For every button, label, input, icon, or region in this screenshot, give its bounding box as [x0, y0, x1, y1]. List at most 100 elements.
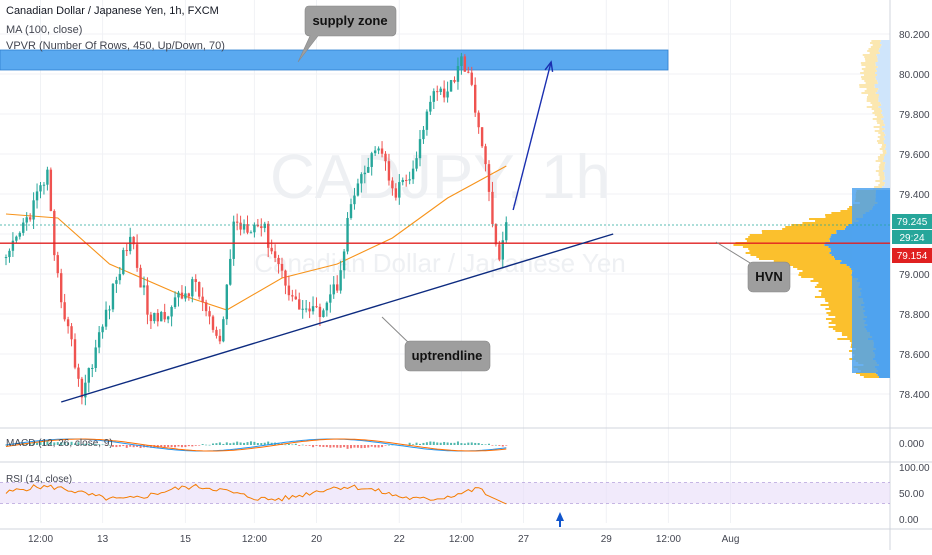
vp-row-down: [879, 164, 885, 166]
vp-row-down: [782, 228, 845, 230]
vp-row-down: [878, 174, 885, 176]
vp-row-down: [860, 72, 876, 74]
macd-bar: [84, 443, 87, 445]
vp-row-up: [877, 60, 890, 62]
candle-body: [494, 224, 498, 245]
vp-row-up: [882, 110, 890, 112]
macd-bar: [467, 442, 470, 445]
rsi-tick-label: 50.00: [899, 489, 924, 500]
candle-body: [501, 240, 504, 260]
time-axis[interactable]: 12:00 13 15 12:00 20 22 12:00 27 29 12:00 Aug: [28, 534, 739, 545]
vp-row-down: [867, 96, 879, 98]
vp-row-up: [884, 176, 890, 178]
vp-row-down: [860, 76, 876, 78]
candle-body: [398, 182, 401, 198]
vp-row-up: [884, 124, 890, 126]
vp-row-down: [814, 296, 859, 298]
hvn-callout[interactable]: HVN: [715, 241, 791, 293]
vp-row-up: [884, 158, 890, 160]
macd-panel: [5, 438, 508, 452]
candle-body: [363, 172, 366, 175]
vp-row-down: [809, 218, 857, 220]
chart-title[interactable]: Canadian Dollar / Japanese Yen, 1h, FXCM: [6, 5, 219, 17]
vpvr-legend[interactable]: VPVR (Number Of Rows, 450, Up/Down, 70): [6, 40, 225, 52]
candle-body: [249, 232, 253, 234]
macd-bar: [446, 442, 449, 445]
candle-body: [387, 161, 391, 181]
vp-row-up: [885, 134, 890, 136]
macd-bar: [42, 441, 45, 445]
vp-row-down: [865, 66, 878, 68]
vp-row-down: [864, 74, 878, 76]
vp-row-up: [877, 56, 890, 58]
vp-row-up: [881, 44, 890, 46]
vp-row-up: [878, 96, 890, 98]
vp-row-up: [881, 126, 890, 128]
vp-row-down: [821, 292, 862, 294]
time-tick-label: Aug: [722, 534, 740, 545]
candle-body: [311, 306, 315, 312]
time-tick-label: 22: [394, 534, 406, 545]
candle-body: [291, 295, 294, 297]
vp-row-down: [859, 86, 875, 88]
vp-row-down: [866, 100, 879, 102]
macd-bar: [439, 442, 442, 445]
macd-bar: [198, 445, 201, 446]
vp-row-up: [883, 142, 890, 144]
macd-bar: [194, 445, 197, 446]
macd-bar: [32, 442, 35, 445]
ma-legend[interactable]: MA (100, close): [6, 24, 83, 36]
candle-body: [104, 309, 108, 327]
macd-bar: [432, 441, 435, 445]
supply-zone-callout[interactable]: supply zone: [297, 5, 397, 63]
countdown-badge: 29:24: [892, 230, 932, 244]
price-axis[interactable]: 80.20080.00079.80079.60079.40079.20079.0…: [899, 30, 930, 526]
vp-row-up: [884, 164, 890, 166]
vp-row-up: [884, 148, 890, 150]
candle-body: [394, 188, 398, 198]
hvn-label: HVN: [755, 269, 782, 284]
candle-body: [160, 312, 163, 322]
macd-bar: [360, 445, 363, 449]
vp-row-down: [862, 54, 877, 56]
vp-row-down: [824, 298, 863, 300]
vp-row-up: [874, 84, 890, 86]
candle-body: [425, 111, 429, 130]
candle-body: [460, 56, 463, 67]
vp-row-up: [878, 50, 890, 52]
vp-row-down: [879, 168, 885, 170]
vp-row-down: [874, 114, 883, 116]
uptrend-line[interactable]: [60, 233, 614, 403]
candle-body: [132, 236, 135, 245]
macd-bar: [429, 441, 432, 445]
vp-row-down: [821, 288, 862, 290]
macd-bar: [136, 445, 139, 447]
projection-arrow[interactable]: [512, 60, 554, 211]
vp-row-down: [875, 180, 883, 182]
vp-row-down: [749, 234, 832, 236]
macd-bar: [363, 445, 366, 448]
vp-row-down: [871, 108, 881, 110]
candle-body: [153, 312, 156, 322]
macd-bar: [53, 442, 56, 445]
macd-bar: [367, 445, 370, 448]
rsi-legend[interactable]: RSI (14, close): [6, 474, 73, 485]
candle-body: [408, 179, 411, 181]
vp-row-up: [881, 104, 890, 106]
vp-row-down: [880, 134, 886, 136]
vp-row-down: [872, 112, 882, 114]
supply-zone-box[interactable]: [0, 49, 669, 71]
candle-body: [446, 91, 449, 98]
candle-body: [260, 226, 263, 229]
vp-row-up: [883, 120, 890, 122]
vp-row-up: [884, 168, 890, 170]
vp-row-down: [875, 160, 883, 162]
macd-bar: [229, 443, 232, 445]
candle-body: [180, 292, 184, 299]
macd-bar: [384, 445, 387, 446]
macd-legend[interactable]: MACD (12, 26, close, 9): [6, 438, 113, 449]
vp-row-down: [831, 320, 866, 322]
uptrendline-callout[interactable]: uptrendline: [381, 316, 491, 372]
